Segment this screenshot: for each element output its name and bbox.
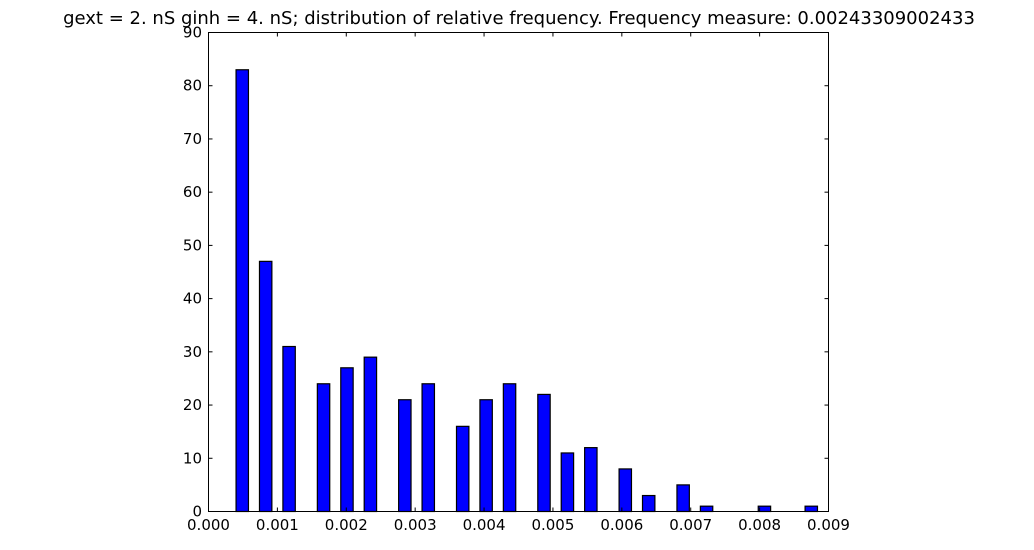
histogram-bar	[316, 383, 331, 513]
histogram-bar	[699, 505, 714, 513]
histogram-bar	[340, 367, 354, 513]
x-tick-label: 0.002	[325, 516, 368, 534]
ticks-layer: 0.000 0.001 0.002 0.003 0.004 0.005 0.006 0.007…	[183, 24, 850, 535]
y-tick-label: 10	[183, 449, 202, 467]
x-tick-label: 0.001	[256, 516, 299, 534]
histogram-bar	[676, 484, 690, 513]
x-tick-label: 0.006	[600, 516, 643, 534]
y-tick-label: 50	[183, 236, 202, 254]
y-tick-label: 80	[183, 77, 202, 95]
y-tick-label: 40	[183, 290, 202, 308]
histogram-bar	[537, 393, 551, 513]
histogram-bar	[455, 425, 470, 513]
y-tick-label: 60	[183, 183, 202, 201]
histogram-bar	[804, 505, 819, 513]
histogram-bar	[258, 260, 273, 513]
histogram-bar	[282, 345, 296, 513]
histogram-bar	[398, 399, 412, 513]
y-tick-label: 0	[192, 503, 202, 521]
histogram-bar	[502, 383, 517, 513]
x-tick-label: 0.007	[669, 516, 712, 534]
y-tick-label: 30	[183, 343, 202, 361]
histogram-bar	[618, 468, 633, 513]
histogram-bar	[235, 69, 250, 513]
x-tick-label: 0.005	[531, 516, 574, 534]
histogram-bar	[641, 494, 656, 513]
bars-layer	[235, 69, 819, 513]
histogram-bar	[363, 356, 378, 513]
x-tick-label: 0.004	[463, 516, 506, 534]
y-tick-label: 70	[183, 130, 202, 148]
x-tick-label: 0.000	[187, 516, 230, 534]
x-tick-label: 0.009	[807, 516, 850, 534]
plot-frame	[208, 32, 829, 512]
x-tick-label: 0.003	[394, 516, 437, 534]
histogram-bar	[584, 447, 598, 513]
histogram-bar	[421, 383, 436, 513]
chart-title: gext = 2. nS ginh = 4. nS; distribution …	[63, 8, 975, 29]
x-tick-label: 0.008	[738, 516, 781, 534]
histogram-bar	[560, 452, 575, 513]
y-tick-label: 90	[183, 24, 202, 42]
y-tick-label: 20	[183, 396, 202, 414]
histogram-bar	[479, 399, 493, 513]
